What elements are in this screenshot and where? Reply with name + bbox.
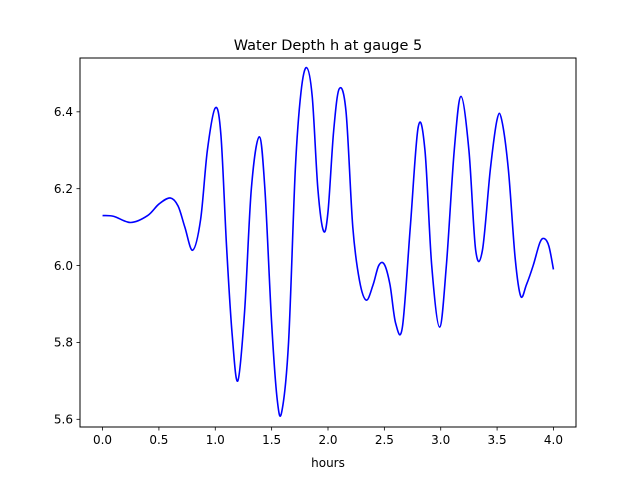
x-axis-label: hours: [311, 456, 345, 470]
data-point: [383, 264, 385, 266]
data-point: [184, 226, 186, 228]
x-tick-label: 2.5: [375, 433, 394, 447]
data-point: [468, 149, 470, 151]
data-point: [206, 149, 208, 151]
y-tick-label: 6.0: [54, 259, 73, 273]
y-tick-label: 6.2: [54, 182, 73, 196]
data-point: [482, 249, 484, 251]
data-point: [553, 269, 555, 271]
data-point: [439, 326, 441, 328]
data-point: [507, 169, 509, 171]
data-point: [323, 230, 325, 232]
data-point: [489, 169, 491, 171]
data-point: [345, 111, 347, 113]
data-point: [130, 222, 132, 224]
x-tick-label: 3.5: [488, 433, 507, 447]
data-point: [311, 96, 313, 98]
plot-area: [79, 57, 577, 428]
data-point: [445, 265, 447, 267]
data-point: [169, 197, 171, 199]
data-point: [220, 134, 222, 136]
data-point: [352, 226, 354, 228]
data-point: [496, 119, 498, 121]
data-point: [200, 219, 202, 221]
data-point: [288, 342, 290, 344]
data-point: [300, 92, 302, 94]
data-point: [409, 226, 411, 228]
data-point: [365, 299, 367, 301]
data-point: [520, 295, 522, 297]
data-point: [294, 169, 296, 171]
data-point: [276, 399, 278, 401]
data-point: [372, 284, 374, 286]
axes-background: [80, 58, 576, 427]
data-point: [460, 96, 462, 98]
x-tick-label: 0.0: [93, 433, 112, 447]
y-axis: 5.6 5.8 6.0 6.2 6.4: [54, 105, 80, 427]
data-point: [264, 188, 266, 190]
x-tick-label: 0.5: [149, 433, 168, 447]
data-point: [250, 188, 252, 190]
data-point: [395, 322, 397, 324]
data-point: [526, 284, 528, 286]
data-point: [475, 249, 477, 251]
data-point: [514, 257, 516, 259]
data-point: [359, 280, 361, 282]
series-layer: [102, 66, 555, 417]
y-tick-label: 6.4: [54, 105, 73, 119]
series-line: [102, 66, 555, 417]
data-point: [378, 265, 380, 267]
data-point: [544, 238, 546, 240]
x-tick-label: 3.0: [431, 433, 450, 447]
y-tick-label: 5.6: [54, 413, 73, 427]
data-point: [327, 211, 329, 213]
data-point: [113, 215, 115, 217]
data-point: [338, 88, 340, 90]
data-point: [231, 334, 233, 336]
data-point: [417, 126, 419, 128]
data-point: [453, 149, 455, 151]
data-point: [539, 242, 541, 244]
data-point: [177, 205, 179, 207]
x-tick-label: 4.0: [544, 433, 563, 447]
x-tick-label: 1.5: [262, 433, 281, 447]
data-point: [317, 188, 319, 190]
data-point: [237, 380, 239, 382]
y-tick-label: 5.8: [54, 336, 73, 350]
data-point: [402, 326, 404, 328]
data-point: [244, 311, 246, 313]
data-point: [214, 107, 216, 109]
data-point: [431, 265, 433, 267]
data-point: [102, 215, 104, 217]
data-point: [389, 284, 391, 286]
data-point: [158, 203, 160, 205]
data-point: [333, 130, 335, 132]
data-point: [532, 265, 534, 267]
data-point: [501, 119, 503, 121]
data-point: [226, 245, 228, 247]
x-tick-label: 2.0: [318, 433, 337, 447]
chart-title: Water Depth h at gauge 5: [234, 38, 422, 54]
data-point: [424, 149, 426, 151]
x-axis: 0.0 0.5 1.0 1.5 2.0 2.5 3.0 3.5 4.0: [93, 427, 563, 447]
data-point: [147, 215, 149, 217]
data-point: [281, 411, 283, 413]
data-point: [258, 136, 260, 138]
data-point: [306, 67, 308, 69]
x-tick-label: 1.0: [206, 433, 225, 447]
data-point: [192, 249, 194, 251]
data-point: [271, 322, 273, 324]
data-point: [548, 245, 550, 247]
